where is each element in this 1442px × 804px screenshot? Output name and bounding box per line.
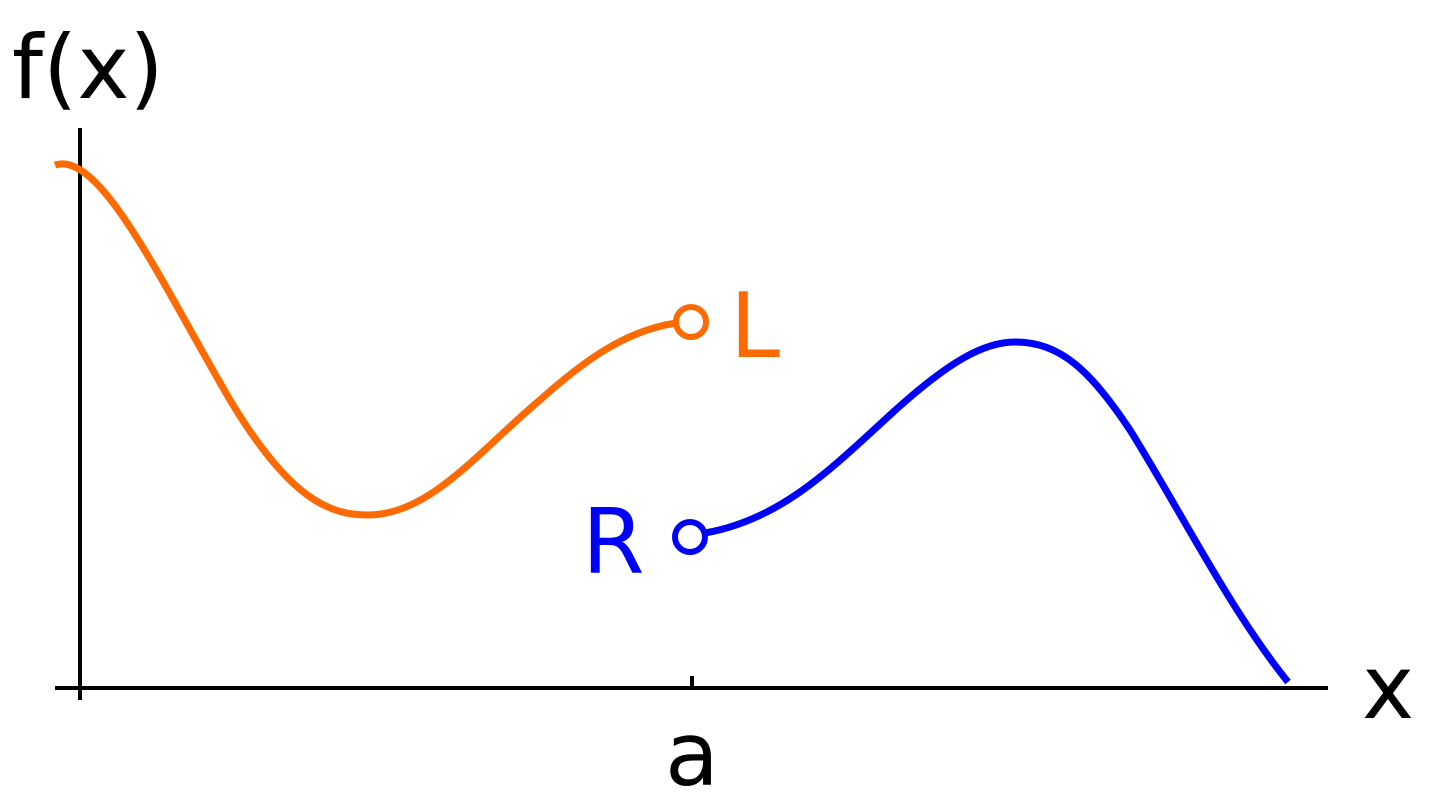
left-curve	[53, 160, 677, 519]
right-curve	[704, 338, 1291, 685]
right-open-point	[672, 519, 708, 555]
x-axis-label: x	[1362, 636, 1414, 739]
left-open-point	[673, 304, 709, 340]
left-limit-label: L	[730, 274, 780, 379]
y-axis-label: f(x)	[12, 16, 164, 119]
right-limit-label: R	[582, 490, 645, 595]
tick-label: a	[665, 703, 719, 800]
